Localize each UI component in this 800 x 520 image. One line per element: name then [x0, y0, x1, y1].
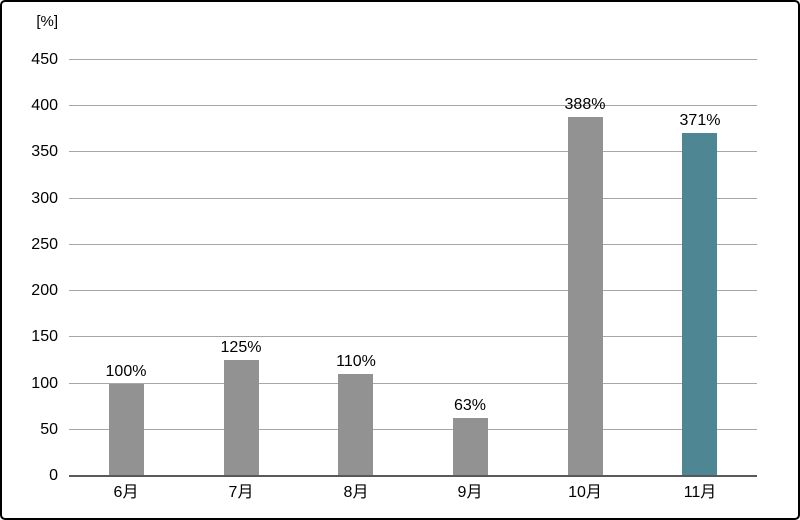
- bar-value-label: 125%: [220, 339, 262, 356]
- gridline-400: [69, 105, 757, 107]
- gridline-200: [69, 290, 757, 292]
- gridline-150: [69, 336, 757, 338]
- x-category-label: 6月: [113, 484, 139, 501]
- bar-value-label: 371%: [679, 112, 721, 129]
- x-category-label: 8月: [343, 484, 369, 501]
- gridline-450: [69, 59, 757, 60]
- y-tick-label: 200: [31, 282, 58, 300]
- y-tick-label: 450: [31, 51, 58, 68]
- bar-value-label: 100%: [105, 363, 147, 380]
- y-tick-label: 400: [31, 97, 58, 115]
- y-tick-label: 250: [31, 235, 58, 253]
- bar-value-label: 388%: [564, 96, 606, 113]
- y-tick-label: 300: [31, 189, 58, 207]
- gridline-300: [69, 197, 757, 199]
- y-tick-label: 350: [31, 143, 58, 161]
- bar-8月: [338, 374, 373, 476]
- x-category-label: 10月: [568, 484, 602, 501]
- bar-10月: [568, 117, 603, 476]
- y-axis-unit-label: [%]: [36, 13, 58, 30]
- bar-11月: [682, 133, 717, 476]
- x-category-label: 7月: [228, 484, 254, 501]
- y-tick-label: 50: [40, 420, 58, 438]
- gridline-50: [69, 428, 757, 430]
- y-tick-label: 150: [31, 328, 58, 346]
- gridline-250: [69, 243, 757, 245]
- y-tick-label: 100: [31, 374, 58, 392]
- bar-value-label: 110%: [336, 353, 376, 370]
- x-category-label: 9月: [457, 484, 483, 501]
- bar-7月: [224, 360, 259, 476]
- bar-value-label: 63%: [453, 397, 487, 414]
- bar-6月: [109, 384, 144, 476]
- x-category-label: 11月: [683, 484, 717, 501]
- y-tick-label: 0: [49, 467, 58, 484]
- gridline-350: [69, 151, 757, 153]
- bar-9月: [453, 418, 488, 476]
- x-axis-line: [69, 475, 757, 477]
- gridline-100: [69, 382, 757, 384]
